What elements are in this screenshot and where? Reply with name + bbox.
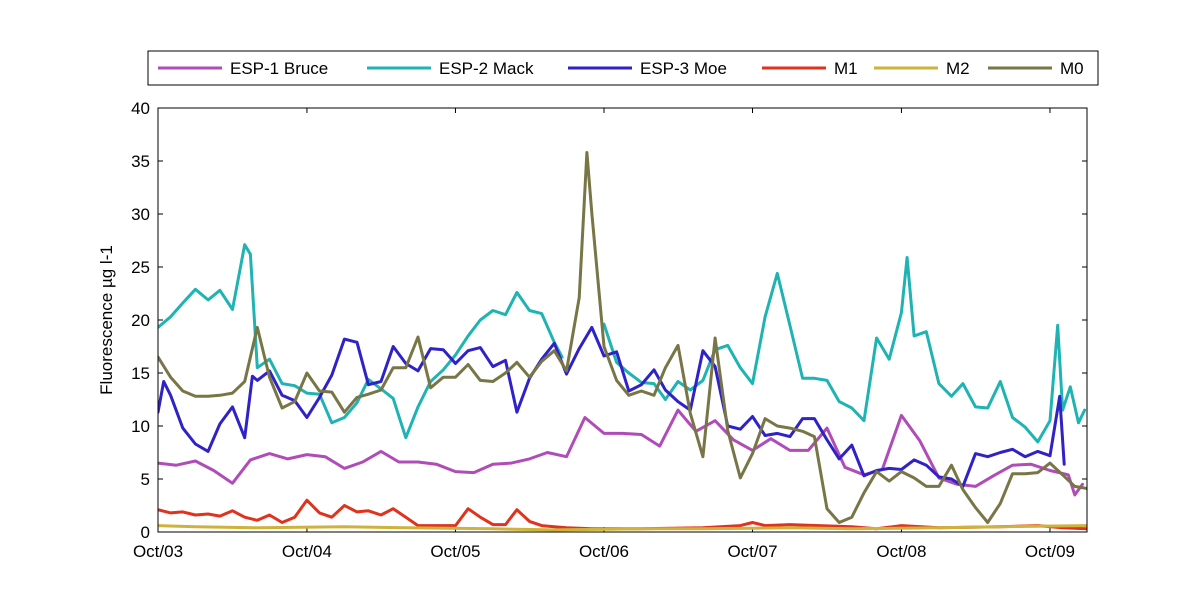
y-tick-label: 0: [141, 523, 150, 542]
y-tick-label: 15: [131, 364, 150, 383]
y-tick-label: 10: [131, 417, 150, 436]
legend-label: ESP-3 Moe: [640, 59, 727, 78]
series-line-esp-2-mack: [602, 256, 1087, 444]
legend-label: M1: [834, 59, 858, 78]
x-tick-label: Oct/06: [579, 542, 629, 561]
y-axis-title: Fluorescence µg l-1: [97, 245, 116, 395]
x-tick-label: Oct/08: [876, 542, 926, 561]
series-line-m1: [158, 498, 1087, 531]
y-tick-label: 40: [131, 99, 150, 118]
y-tick-label: 35: [131, 152, 150, 171]
x-tick-label: Oct/07: [727, 542, 777, 561]
plot-frame: [157, 107, 1088, 533]
x-tick-label: Oct/09: [1025, 542, 1075, 561]
series-line-esp-3-moe: [158, 325, 1066, 488]
series-line-esp-2-mack: [158, 243, 564, 440]
y-tick-label: 30: [131, 205, 150, 224]
y-axis: 0 5 10 15 20 25 30 35 40: [131, 99, 1087, 542]
legend-label: ESP-2 Mack: [439, 59, 534, 78]
x-axis: Oct/03 Oct/04 Oct/05 Oct/06 Oct/07 Oct/08 Oct/…: [133, 108, 1075, 561]
series-line-m0: [158, 151, 1087, 524]
x-tick-label: Oct/04: [282, 542, 332, 561]
y-tick-label: 20: [131, 311, 150, 330]
x-tick-label: Oct/05: [430, 542, 480, 561]
x-tick-label: Oct/03: [133, 542, 183, 561]
series-line-esp-1-bruce: [158, 408, 1084, 497]
series-line-m2: [158, 524, 1087, 532]
y-tick-label: 25: [131, 258, 150, 277]
y-tick-label: 5: [141, 470, 150, 489]
legend-label: ESP-1 Bruce: [230, 59, 328, 78]
legend-label: M0: [1060, 59, 1084, 78]
legend: ESP-1 Bruce ESP-2 Mack ESP-3 Moe M1 M2 M0: [147, 50, 1099, 86]
plot-area: [158, 151, 1087, 532]
legend-label: M2: [946, 59, 970, 78]
